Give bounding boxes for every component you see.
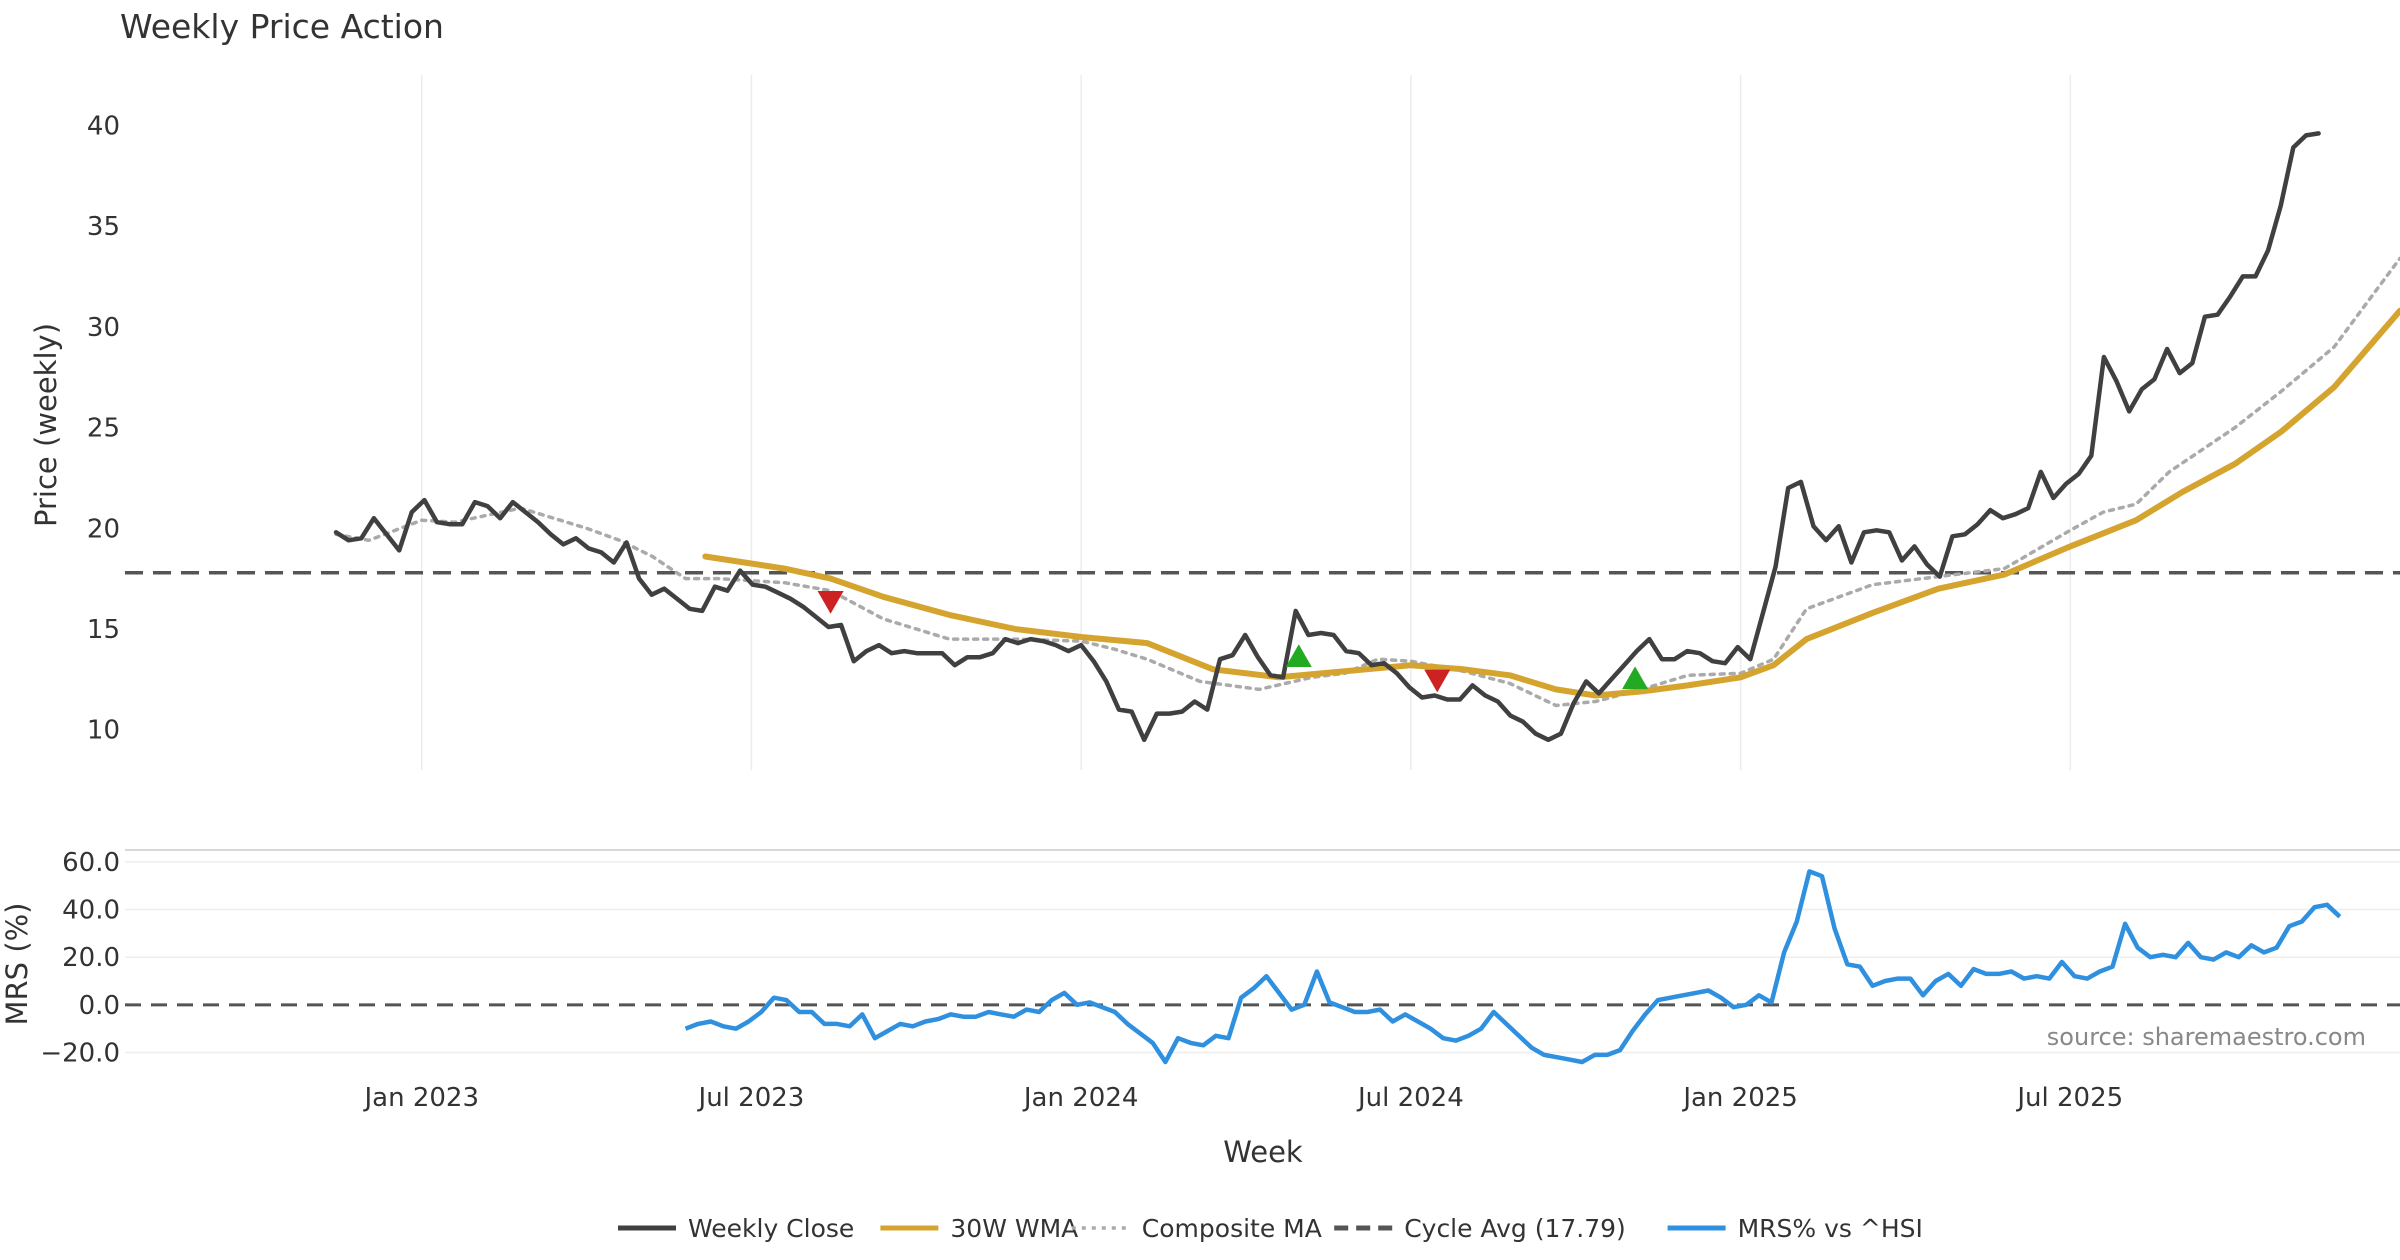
legend-label-composite-ma: Composite MA	[1142, 1214, 1322, 1243]
series-composite-ma	[334, 256, 2400, 708]
price-y-axis-label: Price (weekly)	[29, 323, 63, 527]
legend-item-mrs-vs-hsi: MRS% vs ^HSI	[1667, 1214, 1923, 1243]
mrs-panel: 60.0 40.0 20.0 0.0 −20.0 MRS (%) source: sha…	[0, 848, 2400, 1069]
mrs-grid	[125, 861, 2400, 1054]
x-tick-jul-2025: Jul 2025	[2015, 1083, 2123, 1113]
price-y-tick-10: 10	[87, 716, 120, 746]
x-tick-jan-2025: Jan 2025	[1681, 1083, 1798, 1113]
x-tick-jul-2024: Jul 2024	[1356, 1083, 1464, 1113]
x-axis-ticks: Jan 2023 Jul 2023 Jan 2024 Jul 2024 Jan 2025…	[362, 1083, 2123, 1113]
legend-item-composite-ma: Composite MA	[1071, 1214, 1322, 1243]
price-grid	[420, 75, 2072, 770]
mrs-y-tick-60-0: 60.0	[62, 848, 120, 878]
series-mrs-vs-hsi	[684, 869, 2342, 1065]
chart-title: Weekly Price Action	[120, 7, 444, 46]
price-panel: 10 15 20 25 30 35 40 Price (weekly)	[29, 75, 2400, 770]
mrs-y-tick-40-0: 40.0	[62, 896, 120, 926]
price-y-tick-25: 25	[87, 414, 120, 444]
price-y-tick-20: 20	[87, 514, 120, 544]
mrs-y-tick-0-0: 0.0	[79, 991, 120, 1021]
legend-item-cycle-avg-17-79: Cycle Avg (17.79)	[1334, 1214, 1626, 1243]
price-series	[125, 131, 2400, 743]
series-30w-wma	[702, 307, 2400, 699]
price-y-tick-35: 35	[87, 212, 120, 242]
legend-item-weekly-close: Weekly Close	[618, 1214, 854, 1243]
mrs-y-axis-label: MRS (%)	[0, 903, 34, 1026]
legend-label-weekly-close: Weekly Close	[688, 1214, 854, 1243]
mrs-y-tick-20-0: 20.0	[62, 943, 120, 973]
signal-marker-up-4	[1622, 666, 1649, 690]
signal-marker-down-1	[817, 591, 844, 614]
signal-markers	[817, 591, 1649, 693]
legend-label-30w-wma: 30W WMA	[950, 1214, 1078, 1243]
signal-marker-down-3	[1424, 669, 1451, 693]
price-y-tick-40: 40	[87, 111, 120, 141]
x-tick-jan-2023: Jan 2023	[362, 1083, 479, 1113]
x-tick-jan-2024: Jan 2024	[1022, 1083, 1139, 1113]
price-y-ticks: 10 15 20 25 30 35 40	[87, 111, 120, 745]
legend: Weekly Close 30W WMA Composite MA Cycle Avg…	[618, 1214, 1923, 1243]
mrs-series	[125, 869, 2400, 1065]
signal-marker-up-2	[1285, 644, 1312, 667]
legend-label-mrs-vs-hsi: MRS% vs ^HSI	[1738, 1214, 1923, 1243]
legend-label-cycle-avg-17-79: Cycle Avg (17.79)	[1404, 1214, 1626, 1243]
mrs-y-tick-20-0: −20.0	[40, 1038, 120, 1068]
x-tick-jul-2023: Jul 2023	[697, 1083, 805, 1113]
price-y-tick-30: 30	[87, 313, 120, 343]
price-y-tick-15: 15	[87, 615, 120, 645]
legend-item-30w-wma: 30W WMA	[880, 1214, 1078, 1243]
x-axis-label: Week	[1223, 1135, 1303, 1169]
mrs-y-ticks: 60.0 40.0 20.0 0.0 −20.0	[40, 848, 120, 1069]
series-weekly-close	[333, 131, 2321, 743]
source-annotation: source: sharemaestro.com	[2047, 1023, 2366, 1051]
